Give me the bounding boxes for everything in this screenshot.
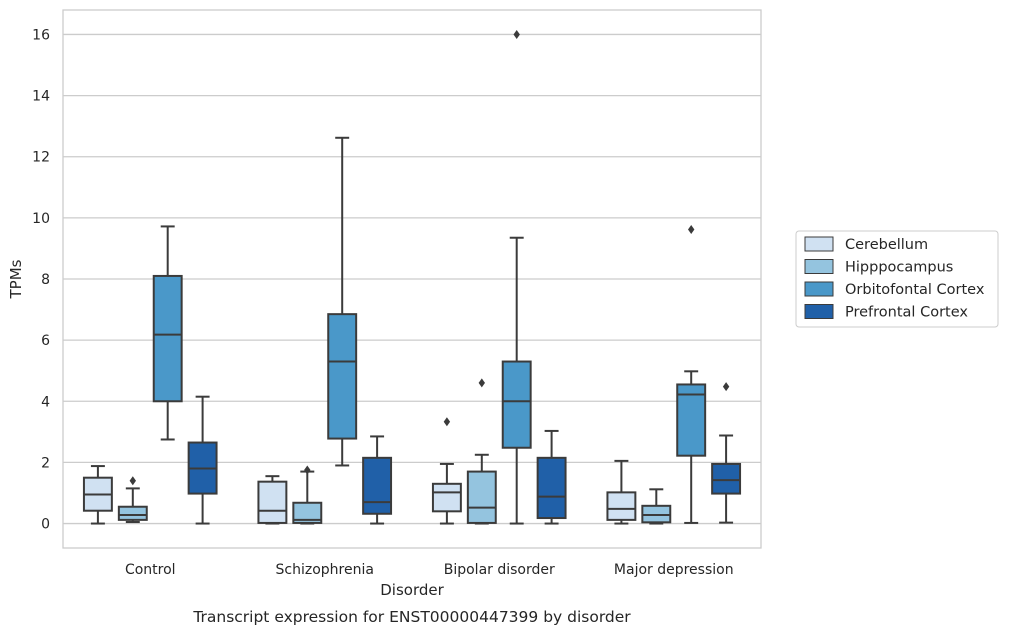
legend-label: Orbitofontal Cortex: [845, 282, 985, 298]
y-tick-labels: 0 2 4 6 8 10 12 14 16: [32, 27, 50, 532]
box-cerebellum: [431, 417, 462, 525]
box-iqr: [257, 480, 288, 524]
outlier-point: [443, 417, 451, 427]
box-orbitofontal-cortex: [152, 225, 183, 441]
x-tick-labels: Control Schizophrenia Bipolar disorder Majo…: [125, 562, 734, 578]
y-tick-label: 12: [32, 150, 50, 166]
box-orbitofontal-cortex: [501, 29, 532, 525]
legend-swatch: [804, 304, 834, 319]
box-prefrontal-cortex: [187, 395, 218, 525]
legend-frame: [795, 230, 999, 328]
box-hipppocampus: [466, 378, 497, 525]
y-tick-label: 4: [41, 394, 50, 410]
plot-frame: [62, 9, 762, 549]
box-prefrontal-cortex: [362, 435, 393, 525]
box-iqr: [292, 501, 323, 524]
legend: Cerebellum Hipppocampus Orbitofontal Corte…: [795, 230, 999, 328]
box-iqr: [152, 274, 183, 403]
y-tick-label: 6: [41, 333, 50, 349]
y-tick-label: 8: [41, 272, 50, 288]
y-tick-label: 10: [32, 211, 50, 227]
box-orbitofontal-cortex: [676, 224, 707, 524]
outlier-point: [722, 382, 730, 392]
chart-caption: Transcript expression for ENST0000044739…: [192, 608, 631, 626]
legend-label: Prefrontal Cortex: [845, 305, 968, 321]
box-iqr: [536, 456, 567, 520]
y-tick-label: 16: [32, 27, 50, 43]
y-tick-label: 2: [41, 455, 50, 471]
legend-label: Hipppocampus: [845, 260, 953, 276]
x-axis-label: Disorder: [380, 581, 444, 599]
box-iqr: [327, 313, 358, 440]
box-iqr: [431, 482, 462, 513]
x-tick-label: Bipolar disorder: [444, 562, 555, 578]
box-hipppocampus: [641, 488, 672, 525]
legend-entries: Cerebellum Hipppocampus Orbitofontal Corte…: [804, 236, 985, 321]
outlier-point: [513, 29, 520, 39]
legend-swatch: [804, 259, 834, 274]
box-hipppocampus: [117, 476, 148, 524]
outlier-point: [304, 465, 311, 475]
outlier-point: [129, 476, 136, 486]
box-layer: [82, 29, 742, 525]
x-tick-label: Major depression: [614, 562, 734, 578]
box-hipppocampus: [292, 465, 323, 525]
box-cerebellum: [82, 465, 113, 525]
box-iqr: [117, 505, 148, 521]
legend-swatch: [804, 236, 834, 252]
box-cerebellum: [606, 459, 637, 525]
box-prefrontal-cortex: [536, 429, 567, 525]
legend-swatch: [804, 281, 834, 297]
box-iqr: [676, 383, 707, 457]
box-iqr: [466, 470, 497, 524]
box-orbitofontal-cortex: [327, 136, 358, 467]
outlier-point: [688, 224, 695, 234]
box-iqr: [362, 456, 393, 515]
x-tick-label: Control: [125, 562, 176, 578]
legend-label: Cerebellum: [845, 237, 928, 253]
box-iqr: [711, 462, 742, 495]
box-prefrontal-cortex: [711, 382, 742, 524]
y-tick-label: 0: [41, 517, 50, 533]
y-tick-label: 14: [32, 89, 50, 105]
box-iqr: [606, 491, 637, 521]
x-tick-label: Schizophrenia: [276, 562, 374, 578]
box-iqr: [501, 360, 532, 449]
outlier-point: [478, 378, 485, 388]
y-axis-label: TPMs: [7, 259, 25, 299]
box-cerebellum: [257, 475, 288, 525]
